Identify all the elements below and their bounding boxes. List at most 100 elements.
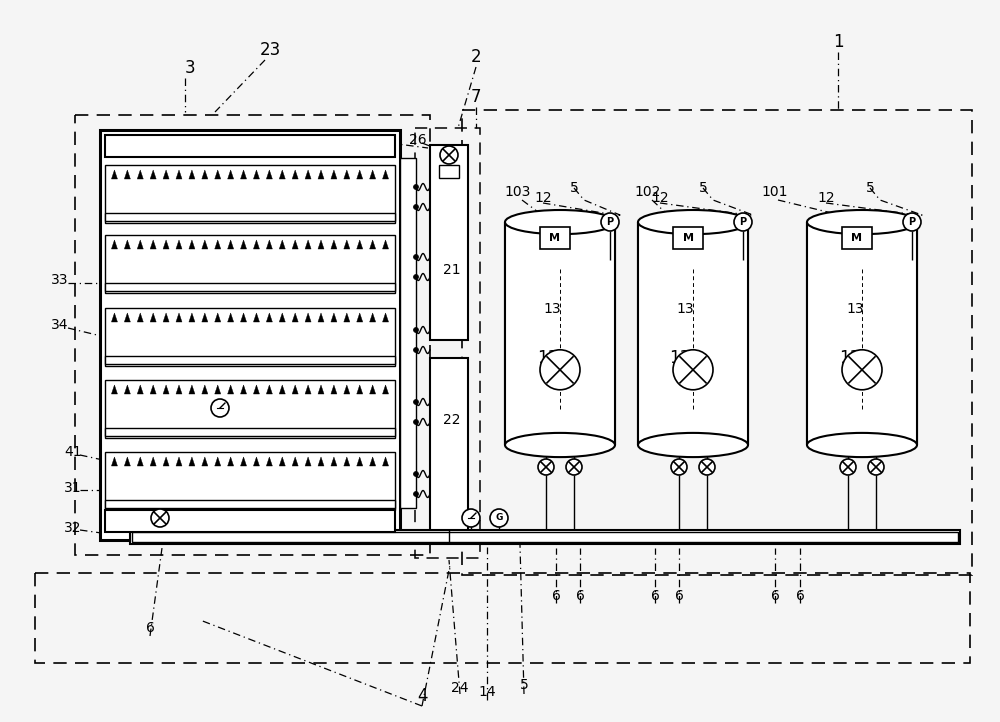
Polygon shape [228, 240, 234, 249]
Polygon shape [383, 385, 389, 394]
Polygon shape [305, 385, 311, 394]
Polygon shape [292, 170, 298, 179]
Polygon shape [111, 240, 117, 249]
Polygon shape [189, 240, 195, 249]
Polygon shape [202, 457, 208, 466]
Polygon shape [176, 170, 182, 179]
Polygon shape [253, 457, 259, 466]
Circle shape [671, 459, 687, 475]
Text: 31: 31 [64, 481, 82, 495]
Polygon shape [266, 457, 272, 466]
Polygon shape [357, 170, 363, 179]
Polygon shape [215, 240, 221, 249]
Circle shape [414, 419, 418, 425]
Text: 102: 102 [635, 185, 661, 199]
Polygon shape [266, 385, 272, 394]
Polygon shape [150, 385, 156, 394]
Polygon shape [331, 240, 337, 249]
Circle shape [414, 492, 418, 497]
Circle shape [414, 471, 418, 477]
Text: 12: 12 [651, 191, 669, 205]
Polygon shape [105, 452, 395, 510]
Polygon shape [202, 170, 208, 179]
Polygon shape [111, 457, 117, 466]
Polygon shape [163, 457, 169, 466]
Polygon shape [253, 385, 259, 394]
Polygon shape [105, 235, 395, 293]
Text: 13: 13 [676, 302, 694, 316]
Polygon shape [132, 532, 958, 542]
Polygon shape [266, 313, 272, 322]
Text: 6: 6 [146, 621, 154, 635]
Text: 6: 6 [651, 589, 659, 603]
Text: 101: 101 [762, 185, 788, 199]
Polygon shape [189, 457, 195, 466]
Polygon shape [100, 130, 400, 540]
Polygon shape [105, 165, 395, 223]
Text: M: M [550, 233, 560, 243]
Polygon shape [344, 170, 350, 179]
Polygon shape [111, 313, 117, 322]
Circle shape [840, 459, 856, 475]
Polygon shape [253, 170, 259, 179]
Polygon shape [228, 170, 234, 179]
Polygon shape [279, 457, 285, 466]
Polygon shape [137, 457, 143, 466]
Polygon shape [241, 457, 247, 466]
Circle shape [566, 459, 582, 475]
Polygon shape [344, 385, 350, 394]
Text: 7: 7 [471, 88, 481, 106]
Text: 13: 13 [846, 302, 864, 316]
Text: 25: 25 [377, 133, 395, 147]
Polygon shape [105, 428, 395, 436]
Polygon shape [105, 213, 395, 221]
Polygon shape [137, 385, 143, 394]
Text: 13: 13 [543, 302, 561, 316]
Polygon shape [105, 380, 395, 438]
Polygon shape [137, 313, 143, 322]
Polygon shape [253, 313, 259, 322]
Polygon shape [430, 145, 468, 340]
Polygon shape [137, 240, 143, 249]
Polygon shape [331, 170, 337, 179]
Circle shape [414, 347, 418, 352]
Circle shape [538, 459, 554, 475]
Polygon shape [383, 457, 389, 466]
Circle shape [462, 509, 480, 527]
Polygon shape [357, 385, 363, 394]
Polygon shape [176, 240, 182, 249]
Polygon shape [370, 457, 376, 466]
Polygon shape [439, 165, 459, 178]
Polygon shape [215, 457, 221, 466]
Text: 24: 24 [451, 681, 469, 695]
Polygon shape [241, 240, 247, 249]
Polygon shape [383, 313, 389, 322]
Bar [842, 227, 872, 249]
Text: 5: 5 [866, 181, 874, 195]
Polygon shape [176, 313, 182, 322]
Polygon shape [105, 356, 395, 364]
Circle shape [151, 509, 169, 527]
Polygon shape [124, 240, 130, 249]
Polygon shape [163, 313, 169, 322]
Circle shape [734, 213, 752, 231]
Polygon shape [357, 240, 363, 249]
Circle shape [540, 349, 580, 390]
Polygon shape [266, 170, 272, 179]
Polygon shape [292, 313, 298, 322]
Polygon shape [215, 313, 221, 322]
Polygon shape [344, 457, 350, 466]
Text: 14: 14 [478, 685, 496, 699]
Text: 12: 12 [534, 191, 552, 205]
Polygon shape [189, 313, 195, 322]
Circle shape [868, 459, 884, 475]
Polygon shape [318, 240, 324, 249]
Polygon shape [331, 457, 337, 466]
Text: 4: 4 [417, 687, 427, 705]
Polygon shape [279, 313, 285, 322]
Text: 13: 13 [537, 349, 559, 367]
Circle shape [440, 146, 458, 164]
Polygon shape [370, 240, 376, 249]
Text: 32: 32 [64, 521, 82, 535]
Text: 13: 13 [839, 349, 861, 367]
